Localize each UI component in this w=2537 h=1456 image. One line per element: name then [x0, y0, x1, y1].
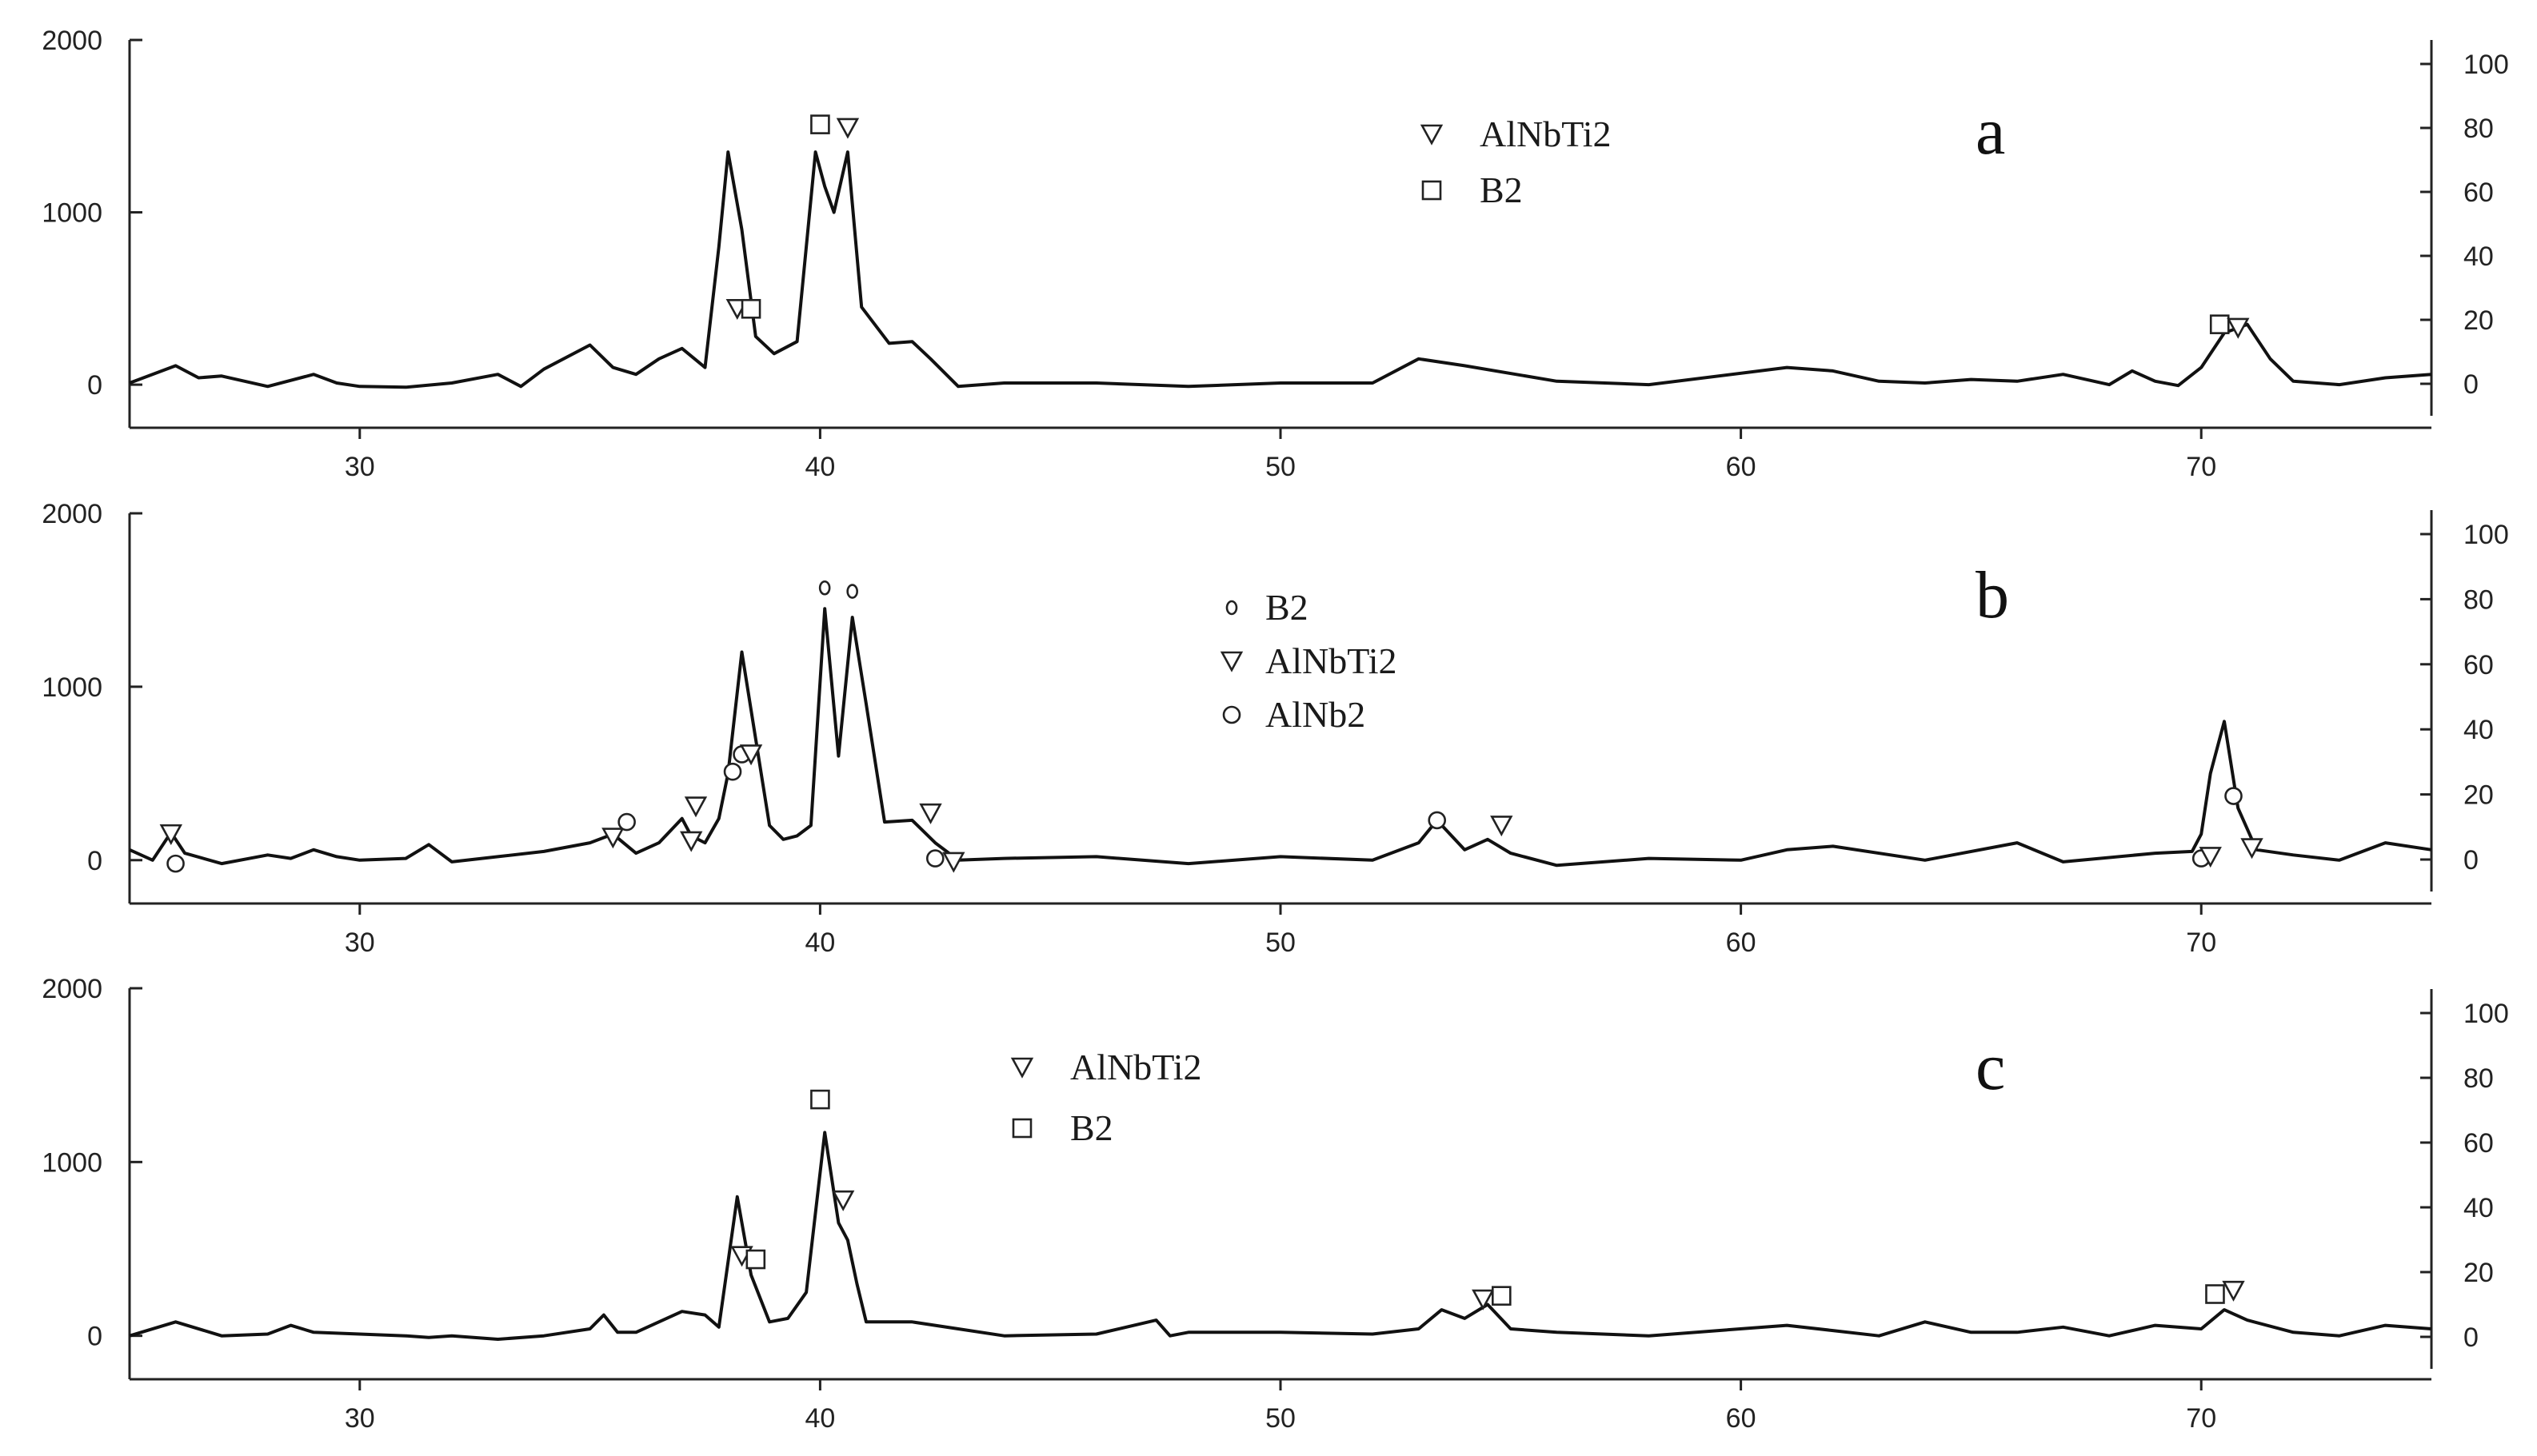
- peak-marker-circle: [1428, 811, 1447, 830]
- x-tick-label: 70: [2186, 927, 2216, 958]
- y-left-tick-label: 0: [87, 1322, 102, 1352]
- x-tick-label: 30: [345, 1403, 375, 1434]
- legend: B2 AlNbTi2 AlNb2: [1220, 587, 1396, 735]
- y-left-tick-label: 1000: [42, 198, 102, 229]
- y-left-tick-label: 1000: [42, 1147, 102, 1178]
- y-left-tick-label: 0: [87, 370, 102, 401]
- y-right-tick-label: 100: [2463, 520, 2509, 550]
- legend-label: AlNbTi2: [1480, 114, 1611, 154]
- peak-marker-circle: [926, 849, 945, 868]
- y-right-tick-label: 40: [2463, 1193, 2494, 1223]
- legend-label: B2: [1480, 170, 1523, 210]
- y-left-tick-label: 1000: [42, 672, 102, 703]
- x-tick-label: 40: [805, 1403, 835, 1434]
- peak-marker-triangle-down: [2240, 838, 2263, 860]
- peak-marker-square: [1491, 1286, 1512, 1306]
- peak-marker-triangle-down: [1472, 1289, 1495, 1310]
- y-right-tick-label: 60: [2463, 178, 2494, 208]
- xrd-trace: [129, 150, 2432, 389]
- peak-marker-triangle-down: [680, 831, 703, 852]
- y-right-tick-label: 20: [2463, 1258, 2494, 1288]
- peak-marker-circle: [2224, 787, 2243, 805]
- x-tick-label: 40: [805, 452, 835, 482]
- legend: AlNbTi2 B2: [1010, 1047, 1201, 1148]
- y-right-tick-label: 80: [2463, 114, 2494, 144]
- y-right-tick-label: 80: [2463, 584, 2494, 615]
- peak-marker-triangle-down: [2222, 1280, 2245, 1302]
- y-right-tick-label: 80: [2463, 1063, 2494, 1094]
- legend-marker-square: [1012, 1118, 1033, 1139]
- panel-c: 0 1000 2000 30 40 50 60 70 0 20 40 60 80 100 AlNbTi2 B2…: [42, 974, 2508, 1434]
- legend-label: B2: [1070, 1107, 1113, 1148]
- peak-marker-triangle-down: [1490, 816, 1513, 837]
- y-right-tick-label: 40: [2463, 715, 2494, 745]
- panel-b: 0 1000 2000 30 40 50 60 70 0 20 40 60 80 100 B2 AlNbTi2…: [42, 499, 2508, 958]
- peak-marker-triangle-down: [684, 796, 708, 818]
- panel-letter: a: [1976, 94, 2005, 169]
- peak-marker-triangle-down: [942, 852, 965, 873]
- legend-marker-square: [1421, 180, 1442, 201]
- x-tick-label: 50: [1265, 1403, 1296, 1434]
- x-tick-label: 30: [345, 927, 375, 958]
- peak-marker-square: [741, 298, 761, 319]
- legend-label: AlNbTi2: [1265, 640, 1396, 681]
- peak-marker-triangle-down: [2227, 317, 2250, 339]
- peak-marker-square: [810, 114, 830, 134]
- legend: AlNbTi2 B2: [1420, 114, 1611, 210]
- panel-letter: b: [1976, 558, 2009, 632]
- legend-marker-circle: [1222, 705, 1241, 724]
- peak-marker-triangle-down: [836, 118, 860, 139]
- peak-marker-circle: [166, 854, 185, 873]
- y-right-tick-label: 60: [2463, 650, 2494, 680]
- peak-marker-small-circle: [846, 584, 858, 599]
- y-right-tick-label: 100: [2463, 50, 2509, 80]
- xrd-trace: [129, 607, 2432, 868]
- y-left-tick-label: 0: [87, 846, 102, 876]
- legend-label: B2: [1265, 587, 1308, 628]
- peak-marker-square: [745, 1249, 766, 1270]
- peak-marker-triangle-down: [601, 828, 625, 849]
- peak-marker-circle: [723, 762, 742, 781]
- peak-marker-square: [2209, 314, 2230, 334]
- y-right-tick-label: 0: [2463, 369, 2479, 400]
- x-tick-label: 60: [1726, 927, 1756, 958]
- x-tick-label: 50: [1265, 452, 1296, 482]
- y-right-tick-label: 0: [2463, 845, 2479, 876]
- y-left-tick-label: 2000: [42, 26, 102, 56]
- legend-label: AlNbTi2: [1070, 1047, 1201, 1087]
- x-tick-label: 70: [2186, 452, 2216, 482]
- legend-marker-small-circle: [1225, 600, 1238, 616]
- peak-marker-triangle-down: [159, 824, 182, 845]
- panel-a: 0 1000 2000 30 40 50 60 70 0 20 40 60 80 100 AlNbTi2 B2…: [42, 26, 2508, 482]
- legend-marker-triangle-down: [1420, 124, 1444, 146]
- x-tick-label: 70: [2186, 1403, 2216, 1434]
- y-right-tick-label: 60: [2463, 1128, 2494, 1159]
- peak-marker-triangle-down: [831, 1190, 855, 1211]
- x-tick-label: 40: [805, 927, 835, 958]
- peak-marker-square: [810, 1089, 830, 1110]
- panel-letter: c: [1976, 1030, 2005, 1104]
- peak-marker-circle: [617, 812, 636, 832]
- y-right-tick-label: 20: [2463, 305, 2494, 336]
- x-tick-label: 60: [1726, 1403, 1756, 1434]
- y-right-tick-label: 20: [2463, 780, 2494, 811]
- legend-marker-triangle-down: [1220, 651, 1244, 672]
- peak-marker-triangle-down: [739, 744, 763, 766]
- y-left-tick-label: 2000: [42, 499, 102, 529]
- x-tick-label: 30: [345, 452, 375, 482]
- peak-marker-square: [2205, 1284, 2225, 1304]
- x-tick-label: 60: [1726, 452, 1756, 482]
- x-tick-label: 50: [1265, 927, 1296, 958]
- xrd-trace: [129, 1131, 2432, 1341]
- peak-marker-small-circle: [818, 580, 831, 596]
- peak-marker-triangle-down: [919, 803, 942, 824]
- y-right-tick-label: 40: [2463, 241, 2494, 272]
- y-left-tick-label: 2000: [42, 974, 102, 1004]
- legend-marker-triangle-down: [1010, 1057, 1034, 1079]
- y-right-tick-label: 100: [2463, 999, 2509, 1029]
- y-right-tick-label: 0: [2463, 1322, 2479, 1353]
- legend-label: AlNb2: [1265, 694, 1365, 735]
- peak-marker-triangle-down: [2199, 847, 2222, 868]
